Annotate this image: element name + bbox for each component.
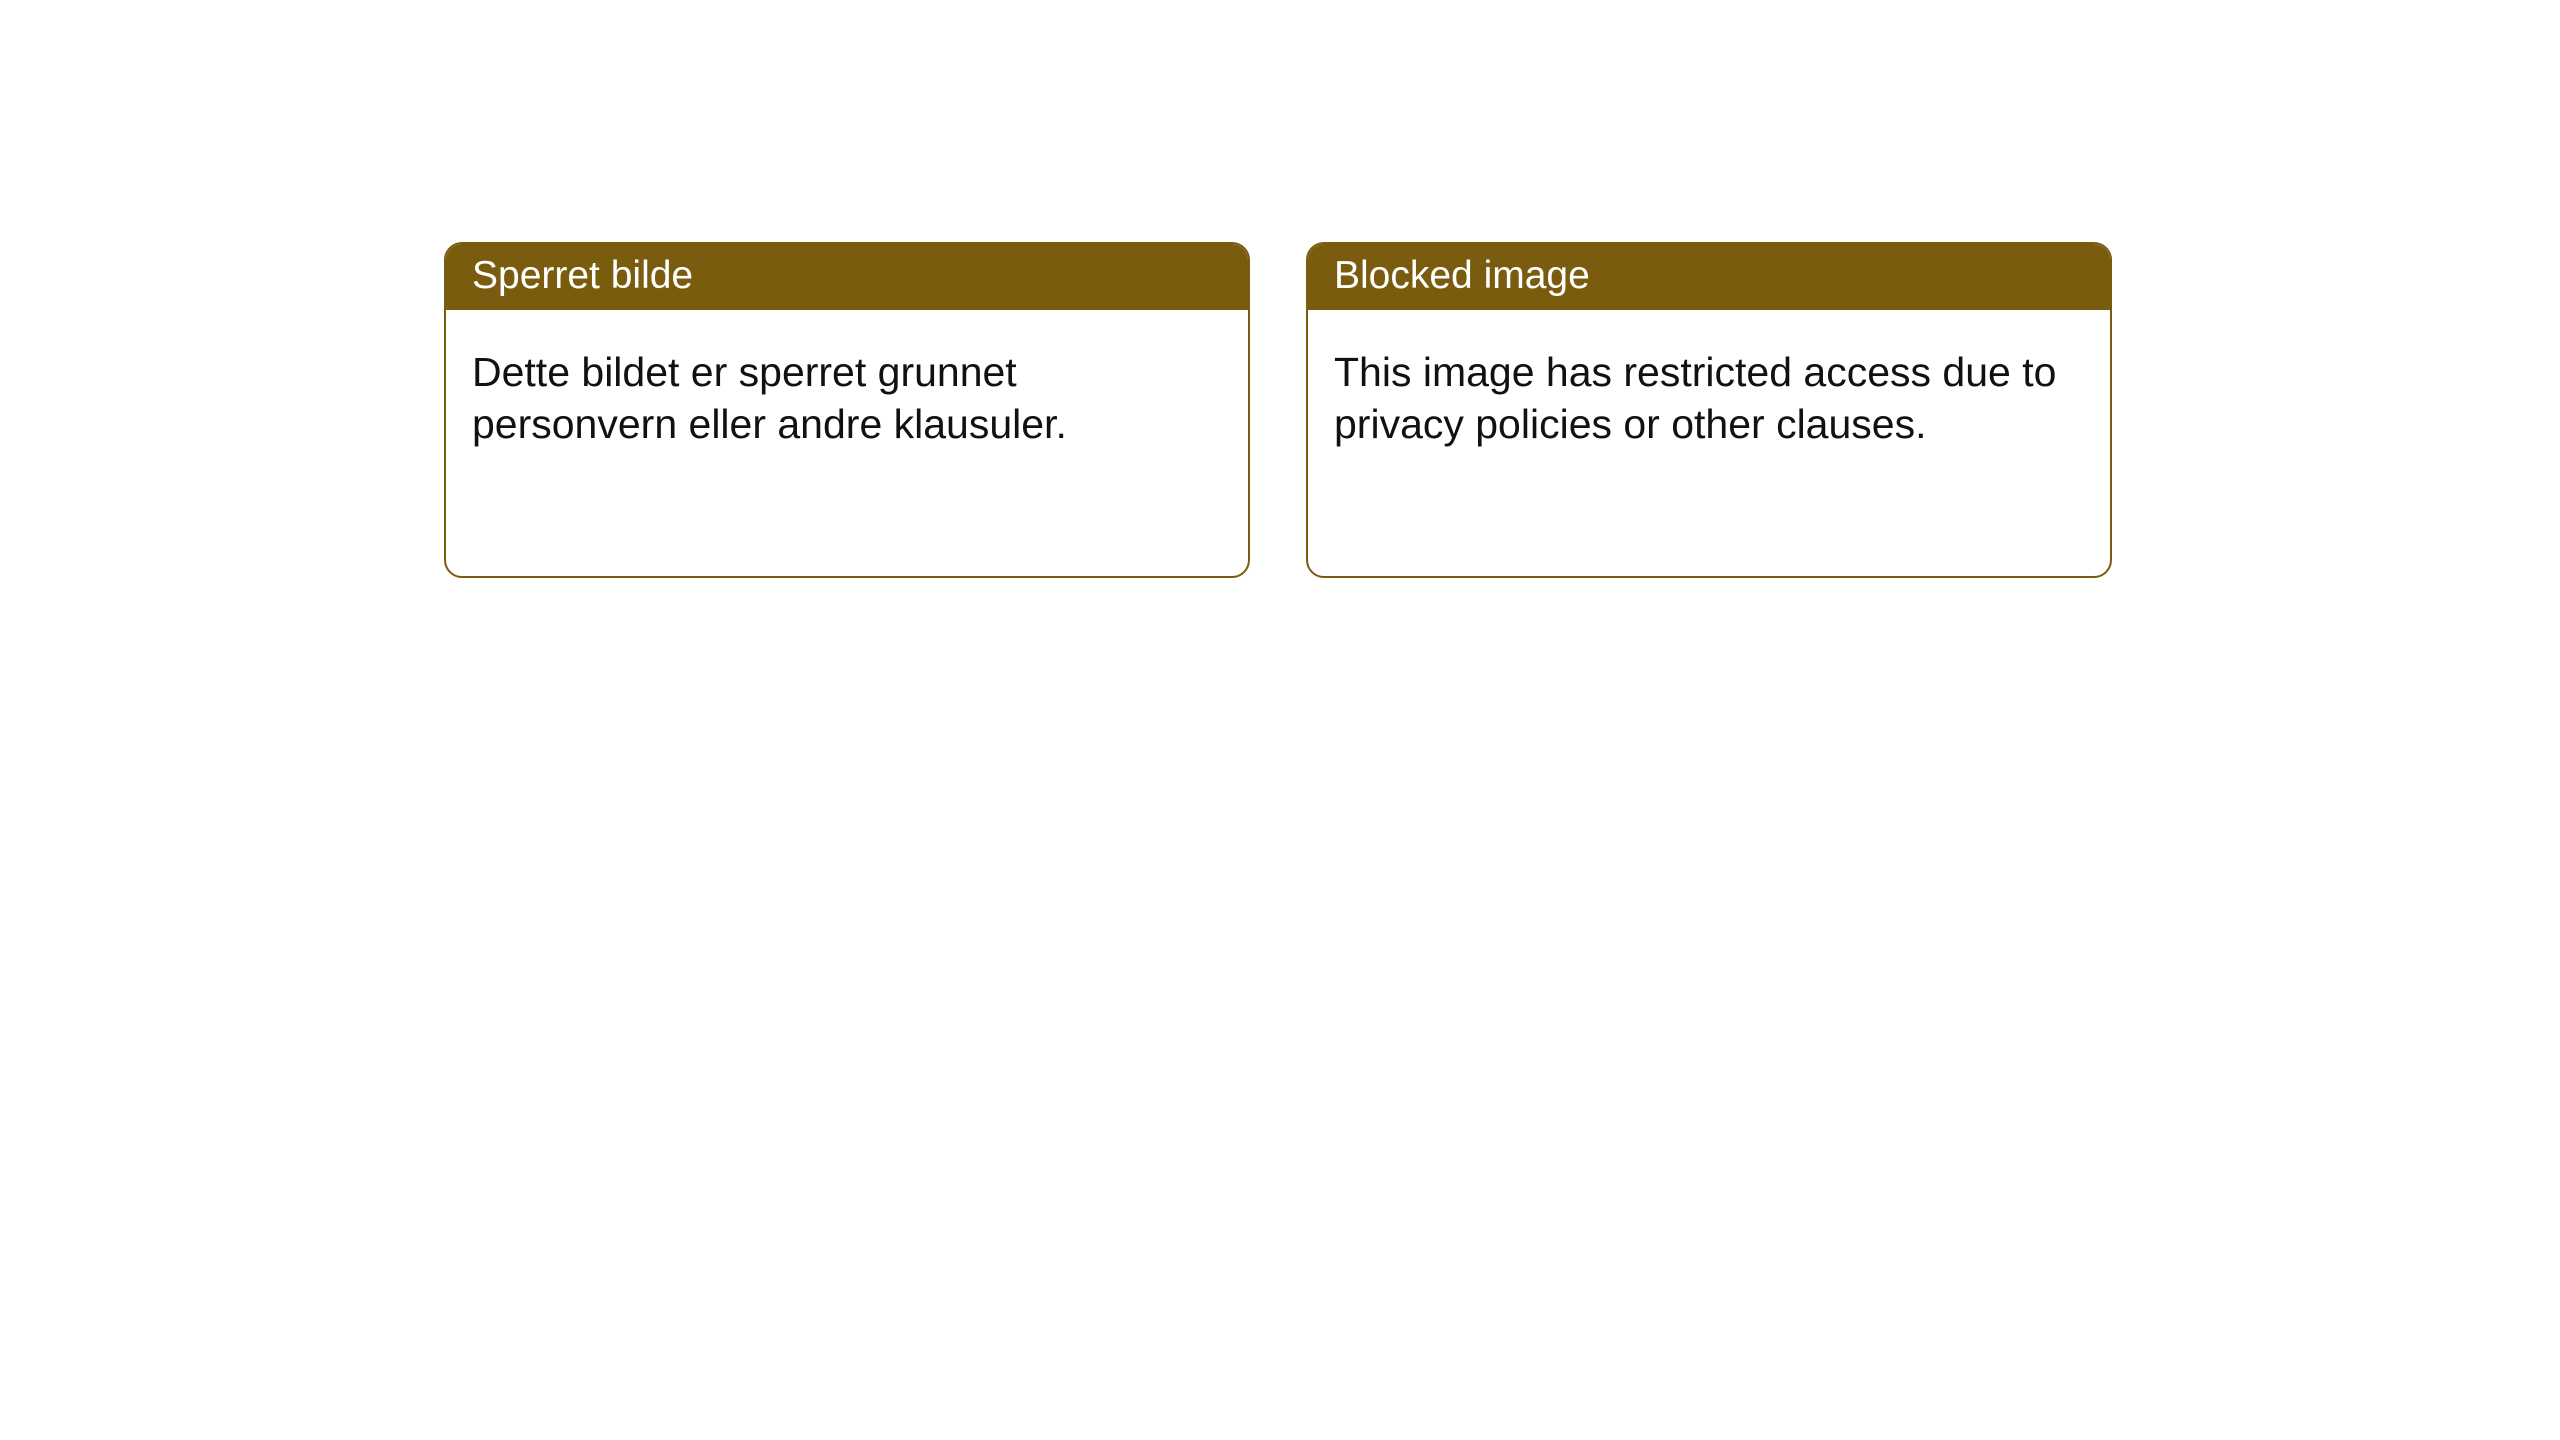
card-body-english: This image has restricted access due to … [1308,310,2110,477]
notice-card-norwegian: Sperret bilde Dette bildet er sperret gr… [444,242,1250,578]
notice-card-english: Blocked image This image has restricted … [1306,242,2112,578]
card-header-norwegian: Sperret bilde [446,244,1248,310]
card-body-norwegian: Dette bildet er sperret grunnet personve… [446,310,1248,477]
notice-cards-container: Sperret bilde Dette bildet er sperret gr… [444,242,2112,578]
card-header-english: Blocked image [1308,244,2110,310]
